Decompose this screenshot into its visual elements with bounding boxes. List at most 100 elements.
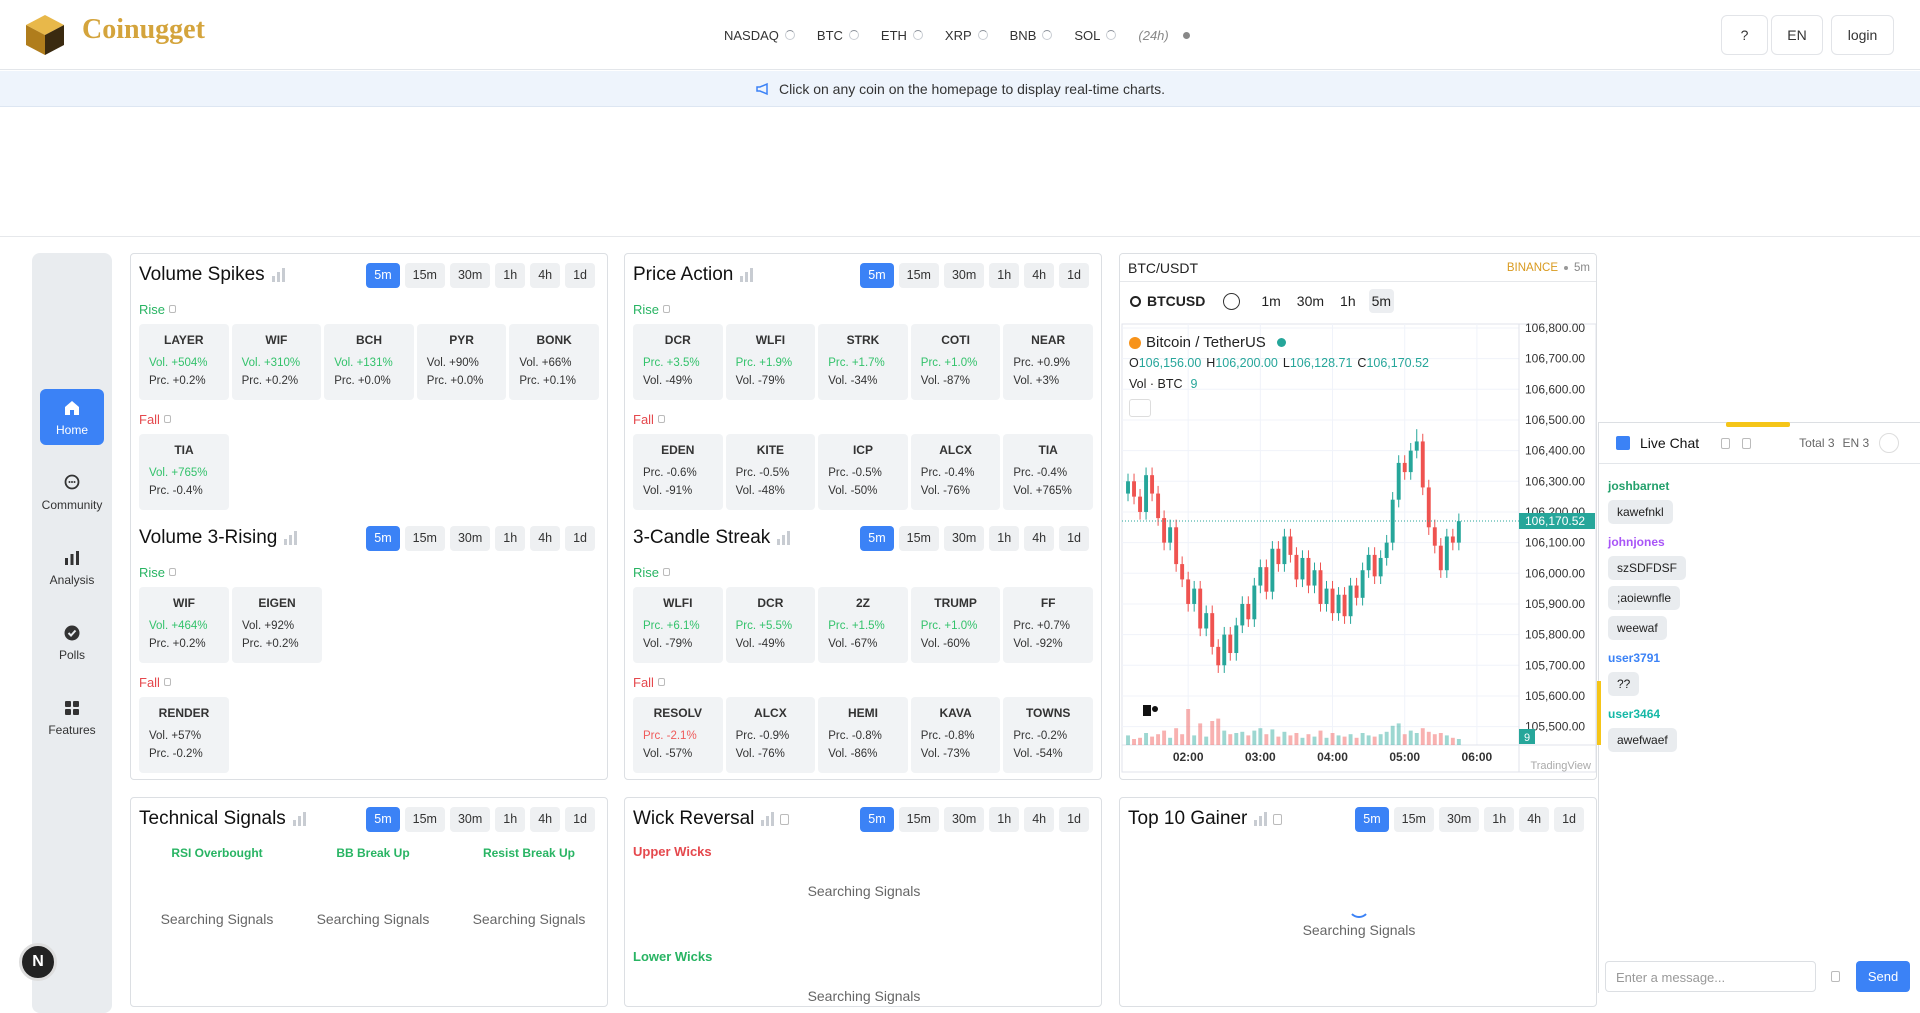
period-button[interactable]: 4h: [1024, 262, 1055, 288]
coin-cell[interactable]: WIF Vol. +310% Prc. +0.2%: [231, 324, 322, 400]
period-button[interactable]: 1h: [989, 525, 1020, 551]
coin-cell[interactable]: EIGEN Vol. +92% Prc. +0.2%: [232, 587, 322, 663]
period-button[interactable]: 1h: [989, 806, 1020, 832]
coin-cell[interactable]: EDEN Prc. -0.6% Vol. -91%: [633, 434, 723, 510]
period-button[interactable]: 30m: [1438, 806, 1480, 832]
nav-item[interactable]: Community: [40, 464, 104, 520]
interval-button[interactable]: 5m: [1368, 289, 1395, 313]
period-button[interactable]: 1h: [495, 262, 526, 288]
period-button[interactable]: 15m: [898, 525, 939, 551]
coin-cell[interactable]: TRUMP Prc. +1.0% Vol. -60%: [910, 587, 1001, 663]
period-button[interactable]: 5m: [366, 525, 400, 551]
period-button[interactable]: 1d: [1554, 806, 1584, 832]
period-button[interactable]: 30m: [943, 525, 985, 551]
period-button[interactable]: 15m: [1393, 806, 1434, 832]
period-button[interactable]: 5m: [1355, 806, 1389, 832]
interval-button[interactable]: 30m: [1296, 293, 1325, 309]
coin-cell[interactable]: TOWNS Prc. -0.2% Vol. -54%: [1003, 697, 1093, 773]
collapse-button[interactable]: [1879, 433, 1900, 453]
coin-cell[interactable]: HEMI Prc. -0.8% Vol. -86%: [818, 697, 908, 773]
period-button[interactable]: 30m: [449, 525, 491, 551]
period-button[interactable]: 1h: [495, 525, 526, 551]
avatar[interactable]: N: [19, 943, 57, 981]
ticker[interactable]: BTC: [817, 28, 859, 43]
coin-cell[interactable]: WLFI Prc. +1.9% Vol. -79%: [725, 324, 816, 400]
coin-cell[interactable]: FF Prc. +0.7% Vol. -92%: [1003, 587, 1093, 663]
coin-cell[interactable]: COTI Prc. +1.0% Vol. -87%: [910, 324, 1001, 400]
language-button[interactable]: EN: [1771, 15, 1823, 55]
coin-metric: Prc. +0.2%: [149, 638, 206, 650]
nav-item[interactable]: Polls: [40, 614, 104, 670]
period-button[interactable]: 15m: [404, 806, 445, 832]
coin-cell[interactable]: PYR Vol. +90% Prc. +0.0%: [416, 324, 507, 400]
ticker[interactable]: SOL: [1074, 28, 1117, 43]
period-button[interactable]: 15m: [898, 806, 939, 832]
period-button[interactable]: 30m: [449, 262, 491, 288]
period-button[interactable]: 5m: [860, 806, 894, 832]
period-button[interactable]: 1d: [565, 262, 595, 288]
coin-cell[interactable]: WIF Vol. +464% Prc. +0.2%: [139, 587, 229, 663]
coin-cell[interactable]: ICP Prc. -0.5% Vol. -50%: [818, 434, 908, 510]
logo[interactable]: Coinugget: [82, 14, 205, 45]
period-button[interactable]: 4h: [530, 525, 561, 551]
period-button[interactable]: 30m: [943, 262, 985, 288]
period-button[interactable]: 4h: [1519, 806, 1550, 832]
period-button[interactable]: 30m: [449, 806, 491, 832]
ticker[interactable]: BNB: [1010, 28, 1053, 43]
period-button[interactable]: 5m: [366, 806, 400, 832]
period-button[interactable]: 1d: [1059, 806, 1089, 832]
period-button[interactable]: 1d: [565, 525, 595, 551]
coin-cell[interactable]: ALCX Prc. -0.9% Vol. -76%: [725, 697, 816, 773]
period-button[interactable]: 5m: [860, 262, 894, 288]
chat-input[interactable]: Enter a message...: [1605, 961, 1816, 992]
period-button[interactable]: 1d: [1059, 262, 1089, 288]
coin-cell[interactable]: KITE Prc. -0.5% Vol. -48%: [725, 434, 816, 510]
period-button[interactable]: 15m: [404, 262, 445, 288]
period-button[interactable]: 4h: [1024, 525, 1055, 551]
coin-cell[interactable]: STRK Prc. +1.7% Vol. -34%: [818, 324, 908, 400]
period-button[interactable]: 5m: [860, 525, 894, 551]
coin-cell[interactable]: RESOLV Prc. -2.1% Vol. -57%: [633, 697, 723, 773]
ticker[interactable]: ETH: [881, 28, 923, 43]
coin-cell[interactable]: DCR Prc. +5.5% Vol. -49%: [725, 587, 816, 663]
group-label: Fall: [633, 408, 1093, 430]
period-button[interactable]: 1h: [1484, 806, 1515, 832]
period-button[interactable]: 4h: [530, 806, 561, 832]
ticker[interactable]: XRP: [945, 28, 988, 43]
coin-cell[interactable]: 2Z Prc. +1.5% Vol. -67%: [818, 587, 908, 663]
period-button[interactable]: 1h: [495, 806, 526, 832]
ticker[interactable]: NASDAQ: [724, 28, 795, 43]
coin-cell[interactable]: BONK Vol. +66% Prc. +0.1%: [509, 324, 599, 400]
coin-cell[interactable]: NEAR Prc. +0.9% Vol. +3%: [1003, 324, 1093, 400]
period-button[interactable]: 1d: [565, 806, 595, 832]
coin-cell[interactable]: TIA Vol. +765% Prc. -0.4%: [139, 434, 229, 510]
send-button[interactable]: Send: [1856, 961, 1910, 992]
nav-item[interactable]: Features: [40, 689, 104, 745]
interval-button[interactable]: 1h: [1340, 293, 1356, 309]
coin-cell[interactable]: LAYER Vol. +504% Prc. +0.2%: [139, 324, 229, 400]
coin-cell[interactable]: TIA Prc. -0.4% Vol. +765%: [1003, 434, 1093, 510]
help-button[interactable]: ?: [1721, 15, 1768, 55]
coin-cell[interactable]: KAVA Prc. -0.8% Vol. -73%: [910, 697, 1001, 773]
period-button[interactable]: 15m: [404, 525, 445, 551]
coin-cell[interactable]: BCH Vol. +131% Prc. +0.0%: [324, 324, 414, 400]
nav-item[interactable]: Home: [40, 389, 104, 445]
nav-item[interactable]: Analysis: [40, 539, 104, 595]
coin-cell[interactable]: RENDER Vol. +57% Prc. -0.2%: [139, 697, 229, 773]
period-button[interactable]: 5m: [366, 262, 400, 288]
period-button[interactable]: 4h: [530, 262, 561, 288]
coin-cell[interactable]: ALCX Prc. -0.4% Vol. -76%: [910, 434, 1001, 510]
period-button[interactable]: 1d: [1059, 525, 1089, 551]
login-button[interactable]: login: [1831, 15, 1894, 55]
period-button[interactable]: 30m: [943, 806, 985, 832]
tv-logo: [1143, 705, 1151, 716]
symbol[interactable]: BTCUSD: [1147, 293, 1206, 309]
period-button[interactable]: 4h: [1024, 806, 1055, 832]
interval-button[interactable]: 1m: [1261, 293, 1281, 309]
coin-row: LAYER Vol. +504% Prc. +0.2% WIF Vol. +310% Pr…: [139, 324, 599, 400]
period-button[interactable]: 1h: [989, 262, 1020, 288]
coin-cell[interactable]: WLFI Prc. +6.1% Vol. -79%: [633, 587, 723, 663]
price-chart[interactable]: 106,800.00 106,700.00 106,600.00 106,500.00…: [1120, 254, 1597, 780]
period-button[interactable]: 15m: [898, 262, 939, 288]
coin-cell[interactable]: DCR Prc. +3.5% Vol. -49%: [633, 324, 723, 400]
